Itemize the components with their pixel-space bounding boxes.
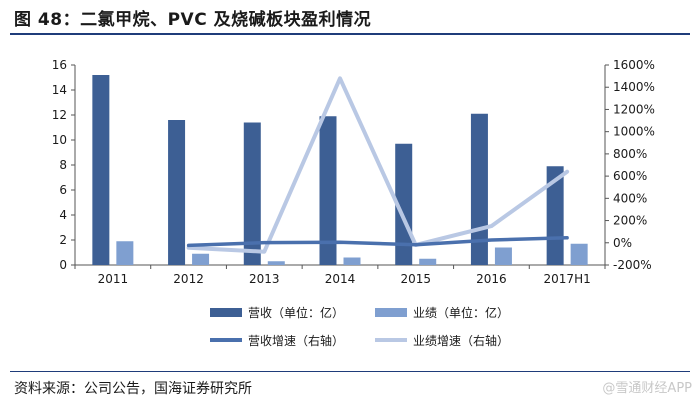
left-y-tick-label: 12 bbox=[52, 108, 67, 122]
revenue-bar bbox=[168, 120, 186, 265]
left-y-tick-label: 0 bbox=[59, 258, 67, 272]
legend-revenue-growth-label: 营收增速（右轴） bbox=[248, 333, 344, 348]
x-tick-label: 2012 bbox=[173, 272, 204, 286]
left-y-tick-label: 16 bbox=[52, 58, 67, 72]
profit-bar bbox=[267, 261, 285, 265]
right-y-tick-label: 800% bbox=[613, 147, 647, 161]
figure-title-bar: 图 48：二氯甲烷、PVC 及烧碱板块盈利情况 bbox=[0, 0, 700, 35]
left-y-tick-label: 14 bbox=[52, 83, 67, 97]
revenue-bar bbox=[92, 75, 110, 265]
legend-revenue-label: 营收（单位：亿） bbox=[248, 305, 344, 320]
right-y-tick-label: 200% bbox=[613, 214, 647, 228]
x-tick-label: 2016 bbox=[476, 272, 507, 286]
x-tick-label: 2013 bbox=[249, 272, 280, 286]
legend-revenue-swatch bbox=[210, 308, 242, 317]
left-y-tick-label: 4 bbox=[59, 208, 67, 222]
right-y-tick-label: 400% bbox=[613, 191, 647, 205]
left-y-tick-label: 10 bbox=[52, 133, 67, 147]
title-underline bbox=[10, 33, 690, 35]
figure-title: 图 48：二氯甲烷、PVC 及烧碱板块盈利情况 bbox=[14, 10, 372, 30]
right-y-tick-label: 1000% bbox=[613, 125, 655, 139]
revenue-bar bbox=[243, 122, 261, 265]
profit-bar bbox=[494, 247, 512, 265]
legend-profit-growth-label: 业绩增速（右轴） bbox=[413, 333, 509, 348]
source-note: 资料来源：公司公告，国海证券研究所 bbox=[14, 381, 252, 397]
legend-profit-swatch bbox=[375, 308, 407, 317]
profit-bar bbox=[570, 243, 588, 265]
profit-bar bbox=[419, 258, 437, 265]
left-y-tick-label: 6 bbox=[59, 183, 67, 197]
x-tick-label: 2017H1 bbox=[544, 272, 591, 286]
chart-canvas: 0 2 4 6 8 10 12 14 16 -200% 0% 200% 400% 600% 800% 1000… bbox=[52, 58, 655, 348]
x-tick-label: 2014 bbox=[325, 272, 356, 286]
right-y-tick-label: 1200% bbox=[613, 102, 655, 116]
right-y-tick-label: -200% bbox=[613, 258, 652, 272]
revenue-bar bbox=[546, 166, 564, 265]
revenue-bar bbox=[319, 116, 337, 265]
revenue-bar bbox=[395, 143, 413, 265]
watermark-text: @雪通财经APP bbox=[602, 381, 692, 396]
profit-growth-line bbox=[186, 76, 570, 254]
legend-profit-label: 业绩（单位：亿） bbox=[413, 305, 509, 320]
revenue-growth-line bbox=[186, 236, 569, 248]
right-y-tick-label: 1400% bbox=[613, 80, 655, 94]
profit-bar bbox=[343, 257, 361, 265]
x-tick-label: 2015 bbox=[400, 272, 431, 286]
right-y-tick-label: 1600% bbox=[613, 58, 655, 72]
profit-bar bbox=[116, 241, 134, 265]
source-divider bbox=[10, 371, 690, 372]
x-tick-label: 2011 bbox=[98, 272, 129, 286]
left-y-tick-label: 8 bbox=[59, 158, 67, 172]
right-y-tick-label: 0% bbox=[613, 236, 632, 250]
left-y-tick-label: 2 bbox=[59, 233, 67, 247]
profit-bar bbox=[192, 253, 210, 265]
right-y-tick-label: 600% bbox=[613, 169, 647, 183]
